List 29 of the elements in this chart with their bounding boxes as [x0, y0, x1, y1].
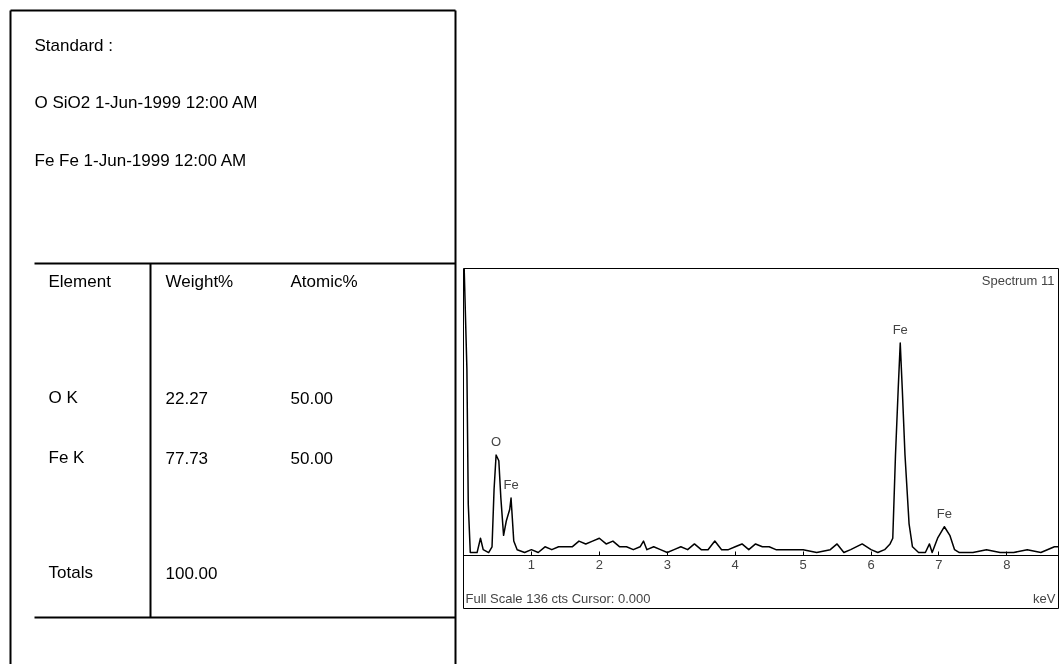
- text: Fe Fe 1-Jun-1999 12:00 AM: [34, 151, 247, 170]
- x-tick-label: 1: [527, 557, 536, 573]
- x-tick-label: 6: [867, 557, 875, 573]
- text: 77.73: [165, 448, 209, 468]
- text: 22.27: [165, 388, 209, 408]
- text: 100.00: [165, 563, 218, 583]
- x-tick-label: 5: [799, 557, 807, 573]
- text: 50.00: [290, 448, 334, 468]
- annotation: Fe: [936, 505, 952, 521]
- x-tick-label: 2: [595, 557, 603, 573]
- x-tick-label: 7: [935, 557, 943, 573]
- x-axis-title: keV: [1033, 590, 1056, 606]
- text: O K: [48, 388, 79, 407]
- text: Standard :: [34, 36, 113, 55]
- text: Weight%: [165, 272, 234, 291]
- text: Element: [48, 272, 112, 291]
- annotation: Fe: [892, 322, 908, 338]
- annotation: O: [491, 434, 502, 449]
- annotation: Fe: [503, 477, 519, 493]
- text: Totals: [48, 563, 93, 582]
- text: O SiO2 1-Jun-1999 12:00 AM: [34, 93, 258, 112]
- x-tick-label: 8: [1003, 557, 1011, 573]
- text: Full Scale 136 cts Cursor: 0.000: [465, 590, 651, 606]
- x-tick-label: 3: [663, 557, 671, 573]
- text: Fe K: [48, 448, 86, 467]
- annotation: Spectrum 11: [981, 273, 1055, 288]
- text: 50.00: [290, 388, 334, 408]
- text: Atomic%: [290, 272, 358, 291]
- x-tick-label: 4: [731, 557, 739, 573]
